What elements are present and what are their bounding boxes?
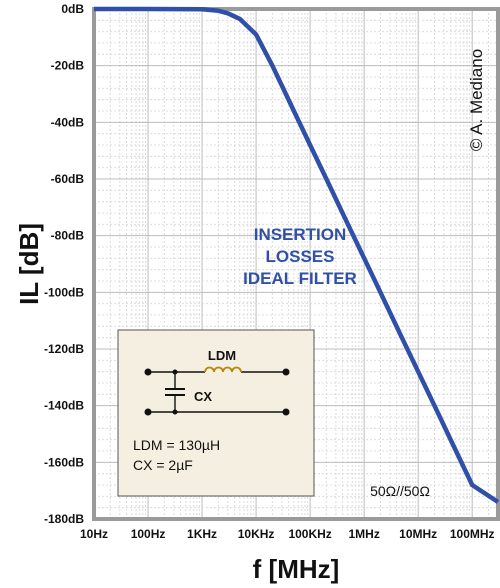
annotation-line-2: LOSSES bbox=[266, 247, 335, 266]
x-tick-label: 10MHz bbox=[399, 527, 437, 541]
y-tick-label: -60dB bbox=[51, 172, 85, 186]
plot-frame bbox=[92, 7, 500, 521]
inductor-label: LDM bbox=[208, 348, 236, 363]
y-tick-label: -20dB bbox=[51, 59, 85, 73]
x-tick-labels: 10Hz 100Hz 1KHz 10KHz 100KHz 1MHz 10MHz 100MHz bbox=[80, 527, 495, 541]
y-tick-label: -40dB bbox=[51, 115, 85, 129]
x-tick-label: 100MHz bbox=[450, 527, 495, 541]
terminal-top-left bbox=[144, 368, 152, 376]
filter-circuit-inset: LDM CX LDM = 130µH CX = 2µF bbox=[117, 329, 315, 497]
inductance-value: LDM = 130µH bbox=[133, 437, 220, 453]
x-tick-label: 10Hz bbox=[80, 527, 108, 541]
annotation-line-1: INSERTION bbox=[254, 225, 347, 244]
terminal-top-right bbox=[282, 368, 290, 376]
annotation-line-3: IDEAL FILTER bbox=[243, 269, 357, 288]
terminal-bottom-right bbox=[282, 408, 290, 416]
terminal-bottom-left bbox=[144, 408, 152, 416]
impedance-label: 50Ω//50Ω bbox=[370, 483, 430, 499]
insertion-loss-curve bbox=[94, 6, 500, 504]
junction-top bbox=[172, 369, 178, 375]
inductor-symbol bbox=[204, 366, 242, 373]
y-tick-label: 0dB bbox=[61, 2, 84, 16]
x-tick-label: 1KHz bbox=[187, 527, 217, 541]
y-tick-label: -180dB bbox=[44, 512, 84, 526]
copyright-text: © A. Mediano bbox=[467, 49, 486, 151]
x-tick-label: 10KHz bbox=[238, 527, 275, 541]
y-tick-label: -80dB bbox=[51, 229, 85, 243]
x-tick-label: 100Hz bbox=[131, 527, 166, 541]
y-axis-title: IL [dB] bbox=[14, 223, 44, 305]
capacitance-value: CX = 2µF bbox=[133, 457, 193, 473]
annotation-block: INSERTION LOSSES IDEAL FILTER bbox=[243, 225, 357, 288]
y-tick-label: -140dB bbox=[44, 399, 84, 413]
y-tick-label: -160dB bbox=[44, 455, 84, 469]
y-tick-label: -100dB bbox=[44, 285, 84, 299]
x-axis-title: f [MHz] bbox=[253, 554, 340, 584]
y-tick-label: -120dB bbox=[44, 342, 84, 356]
x-tick-label: 100KHz bbox=[288, 527, 331, 541]
y-tick-labels: 0dB -20dB -40dB -60dB -80dB -100dB -120dB -140d… bbox=[44, 2, 84, 526]
junction-bottom bbox=[172, 409, 178, 415]
capacitor-label: CX bbox=[194, 389, 212, 404]
x-tick-label: 1MHz bbox=[348, 527, 379, 541]
